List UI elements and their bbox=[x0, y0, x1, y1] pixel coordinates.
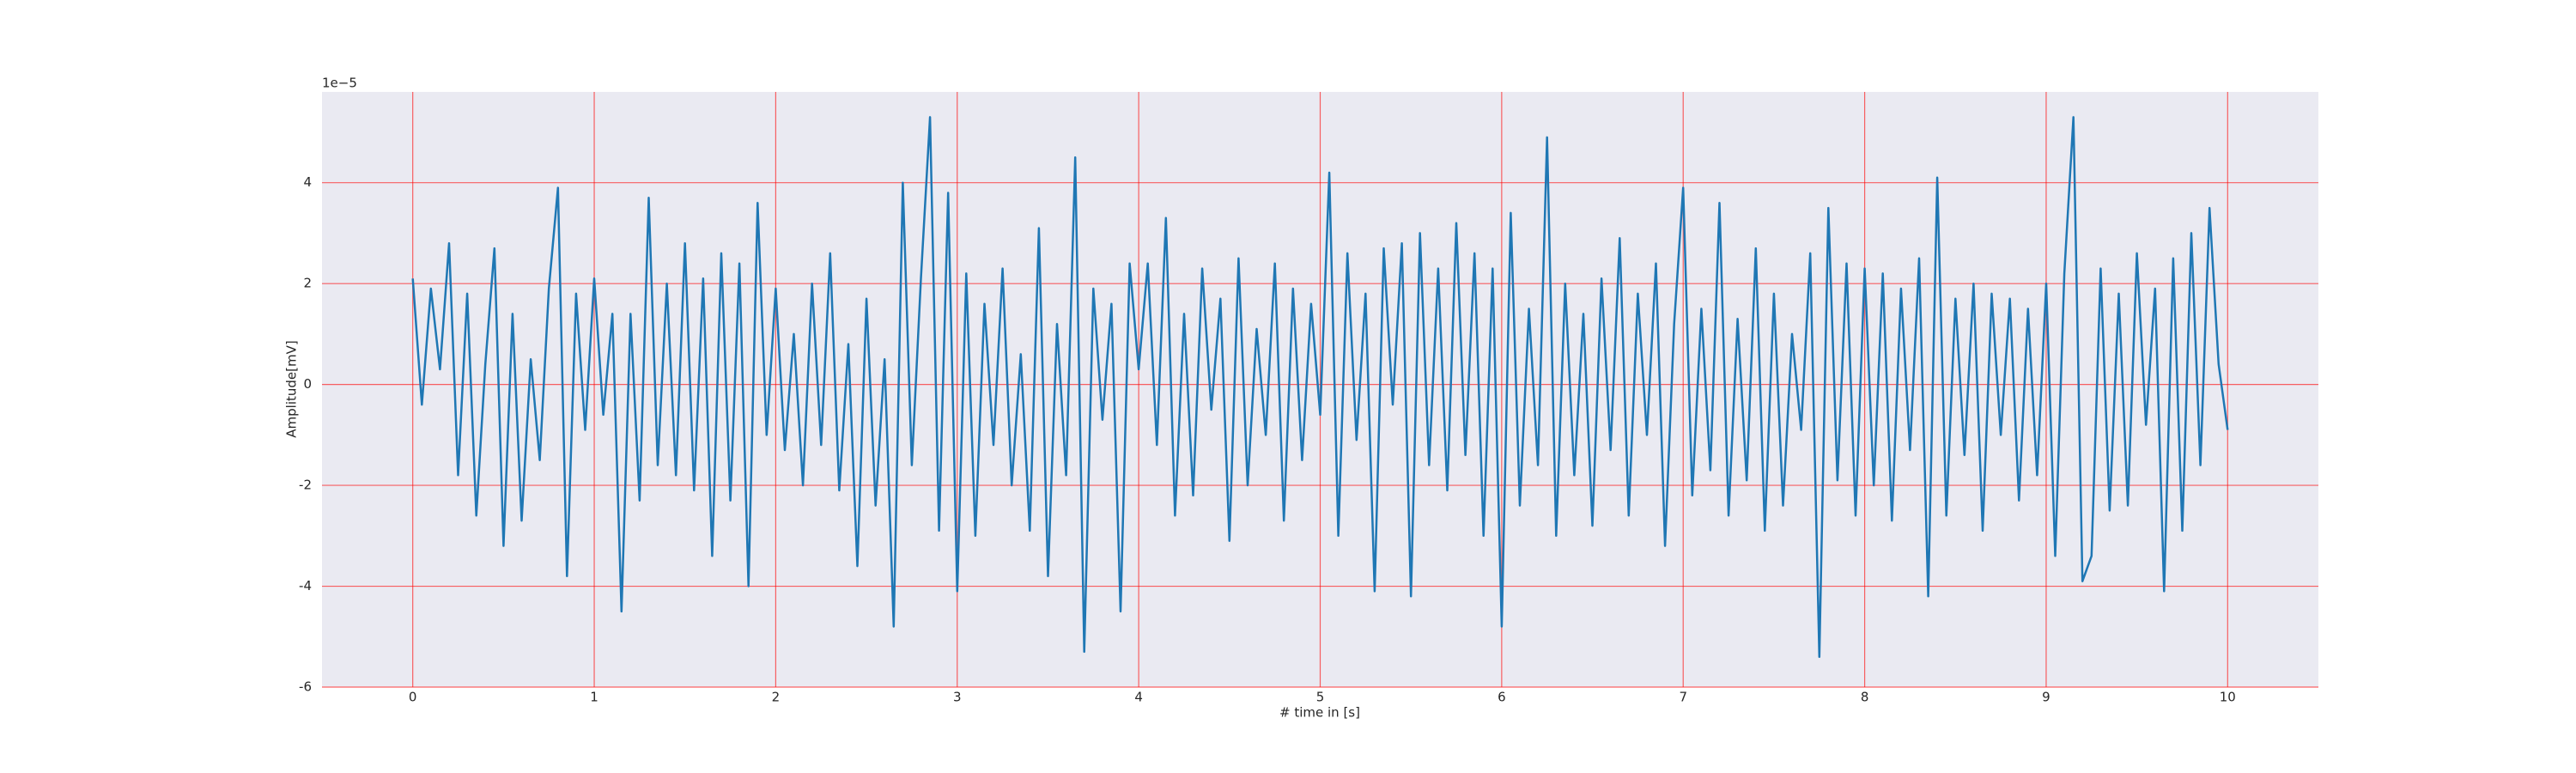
x-axis-label: # time in [s] bbox=[1279, 705, 1360, 721]
x-tick-label: 0 bbox=[409, 690, 417, 705]
x-tick-label: 7 bbox=[1679, 690, 1687, 705]
x-tick-label: 3 bbox=[953, 690, 962, 705]
x-tick-label: 5 bbox=[1316, 690, 1325, 705]
x-tick-label: 9 bbox=[2042, 690, 2050, 705]
y-tick-label: 2 bbox=[303, 276, 312, 291]
y-axis-label: Amplitude[mV] bbox=[284, 340, 300, 437]
y-tick-label: -4 bbox=[299, 578, 312, 593]
y-tick-label: -2 bbox=[299, 478, 312, 493]
y-tick-label: 0 bbox=[303, 376, 312, 392]
y-tick-label: 4 bbox=[303, 174, 312, 190]
x-tick-label: 2 bbox=[772, 690, 781, 705]
y-tick-label: -6 bbox=[299, 679, 312, 695]
x-tick-label: 8 bbox=[1861, 690, 1869, 705]
x-tick-label: 1 bbox=[590, 690, 598, 705]
x-tick-label: 10 bbox=[2220, 690, 2236, 705]
signal-line bbox=[411, 116, 2229, 659]
x-tick-label: 6 bbox=[1498, 690, 1506, 705]
x-tick-label: 4 bbox=[1134, 690, 1143, 705]
offset-text: 1e−5 bbox=[322, 76, 357, 91]
